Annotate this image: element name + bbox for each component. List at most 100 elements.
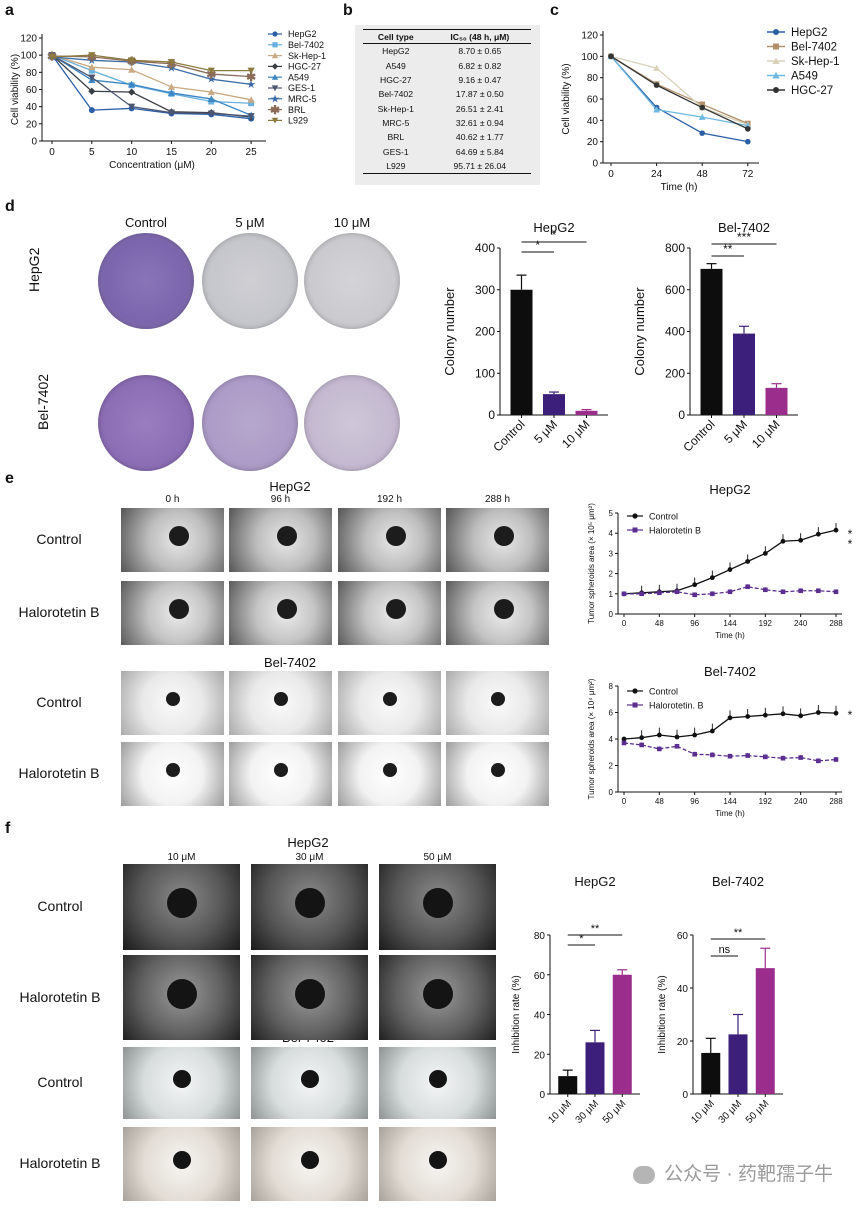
legend-label: A549 bbox=[288, 72, 309, 82]
spheroid-dose-image-0-0 bbox=[123, 864, 240, 950]
colony-well-0-0 bbox=[98, 233, 194, 329]
chart-title: Bel-7402 bbox=[704, 664, 756, 679]
data-point bbox=[763, 587, 768, 593]
table-cell-cell-type: MRC-5 bbox=[382, 118, 410, 129]
table-row: GES-1 64.69 ± 5.84 bbox=[363, 145, 531, 159]
legend-label: HGC-27 bbox=[288, 62, 321, 72]
data-point bbox=[745, 753, 750, 758]
spheroid-image-2-1 bbox=[229, 671, 332, 735]
x-axis-label: Time (h) bbox=[661, 182, 698, 193]
well-column-label: 5 μM bbox=[235, 215, 265, 230]
spheroid-dose-row-label: Control bbox=[37, 898, 83, 914]
series-bel-7402 bbox=[608, 53, 751, 127]
legend-item-a549: A549 bbox=[268, 72, 309, 82]
y-tick-label: 200 bbox=[475, 325, 495, 339]
data-point bbox=[780, 711, 786, 717]
well-row-label-hepg2: HepG2 bbox=[26, 247, 42, 292]
legend-item-ges-1: GES-1 bbox=[268, 83, 315, 93]
table-cell-ic50: 6.82 ± 0.82 bbox=[458, 60, 502, 71]
data-point bbox=[656, 732, 662, 738]
spheroid-image-2-2 bbox=[338, 671, 441, 735]
data-point bbox=[692, 732, 698, 738]
data-point bbox=[88, 67, 95, 74]
spheroid bbox=[273, 763, 288, 777]
y-axis-label: Tumor spheroids area (× 10⁵ μm²) bbox=[587, 503, 596, 624]
spheroid bbox=[165, 692, 180, 706]
series-0 bbox=[621, 705, 839, 742]
data-point bbox=[780, 755, 786, 761]
table-row: HepG2 8.70 ± 0.65 bbox=[363, 44, 531, 59]
data-point: ★ bbox=[206, 74, 216, 86]
colony-well-0-2 bbox=[304, 233, 400, 329]
time-label: 288 h bbox=[484, 494, 511, 505]
x-category-label: 30 μM bbox=[574, 1098, 602, 1126]
data-point bbox=[833, 589, 839, 595]
x-category-label: 10 μM bbox=[689, 1098, 717, 1126]
series-line bbox=[610, 55, 748, 127]
spheroid-image-0-1 bbox=[229, 508, 332, 572]
data-point bbox=[128, 103, 136, 111]
series-line bbox=[51, 54, 252, 101]
significance-label: * bbox=[579, 933, 584, 945]
x-tick-label: 192 bbox=[759, 797, 773, 806]
spheroid bbox=[385, 526, 406, 546]
data-point bbox=[727, 567, 733, 572]
data-point bbox=[727, 715, 733, 721]
y-tick-label: 0 bbox=[539, 1090, 545, 1101]
chart-title: HepG2 bbox=[533, 220, 574, 235]
chart-c-cell-viability-time: 0 20 40 60 80 100 120 0 24 48 72 Time (h) Cell viabi… bbox=[561, 27, 840, 193]
data-point bbox=[816, 758, 821, 764]
legend-label: Sk-Hep-1 bbox=[288, 51, 326, 61]
data-point bbox=[272, 31, 278, 37]
x-tick-label: 48 bbox=[655, 619, 664, 628]
significance-label: ns bbox=[719, 944, 731, 956]
x-tick-label: 288 bbox=[829, 619, 843, 628]
data-point bbox=[248, 100, 255, 107]
ic50-table: Cell type IC₅₀ (48 h, μM) HepG2 8.70 ± 0.… bbox=[363, 29, 531, 175]
data-point bbox=[745, 584, 750, 590]
data-point bbox=[247, 67, 255, 75]
legend-item-sk-hep-1: Sk-Hep-1 bbox=[767, 56, 840, 68]
legend-item-hepg2: HepG2 bbox=[268, 29, 317, 39]
legend-label: Halorotetin B bbox=[649, 526, 701, 536]
y-tick-label: 3 bbox=[609, 549, 614, 558]
spheroid bbox=[165, 763, 180, 777]
spheroid bbox=[172, 1151, 191, 1169]
spheroid bbox=[168, 599, 189, 619]
x-tick-label: 24 bbox=[651, 169, 663, 180]
x-axis-label: Concentration (μM) bbox=[109, 160, 195, 171]
series-line bbox=[51, 54, 252, 120]
y-tick-label: 20 bbox=[587, 137, 599, 148]
y-tick-label: 20 bbox=[677, 1037, 689, 1048]
significance-label: * bbox=[552, 228, 557, 242]
data-point bbox=[709, 575, 715, 581]
y-tick-label: 60 bbox=[677, 931, 689, 942]
series-line bbox=[51, 54, 252, 72]
data-point bbox=[727, 753, 733, 759]
series-line bbox=[610, 55, 748, 143]
data-point bbox=[271, 74, 279, 80]
spheroid-dose-row-label: Control bbox=[37, 1074, 83, 1090]
y-tick-label: 80 bbox=[26, 68, 38, 79]
table-cell-cell-type: A549 bbox=[385, 60, 406, 71]
y-axis-label: Cell viability (%) bbox=[561, 63, 572, 134]
y-tick-label: 5 bbox=[609, 509, 614, 518]
data-point bbox=[798, 537, 804, 543]
x-tick-label: 5 bbox=[89, 147, 95, 158]
legend-item-mrc-5: ★ MRC-5 bbox=[268, 93, 317, 105]
y-tick-label: 100 bbox=[475, 366, 495, 380]
y-tick-label: 0 bbox=[488, 408, 495, 422]
spheroid-dose-image-3-0 bbox=[123, 1127, 240, 1201]
spheroid bbox=[490, 763, 505, 777]
y-tick-label: 0 bbox=[682, 1090, 688, 1101]
data-point bbox=[780, 538, 786, 544]
y-tick-label: 80 bbox=[587, 73, 599, 84]
legend-label: MRC-5 bbox=[288, 94, 317, 104]
data-point: ★ bbox=[270, 93, 280, 105]
y-tick-label: 8 bbox=[609, 682, 614, 691]
table-row: MRC-5 32.61 ± 0.94 bbox=[363, 116, 531, 130]
legend-item-hgc-27: HGC-27 bbox=[767, 85, 833, 97]
legend-item-bel-7402: Bel-7402 bbox=[268, 40, 324, 50]
y-tick-label: 4 bbox=[609, 529, 614, 538]
significance-label: ** bbox=[734, 927, 743, 939]
